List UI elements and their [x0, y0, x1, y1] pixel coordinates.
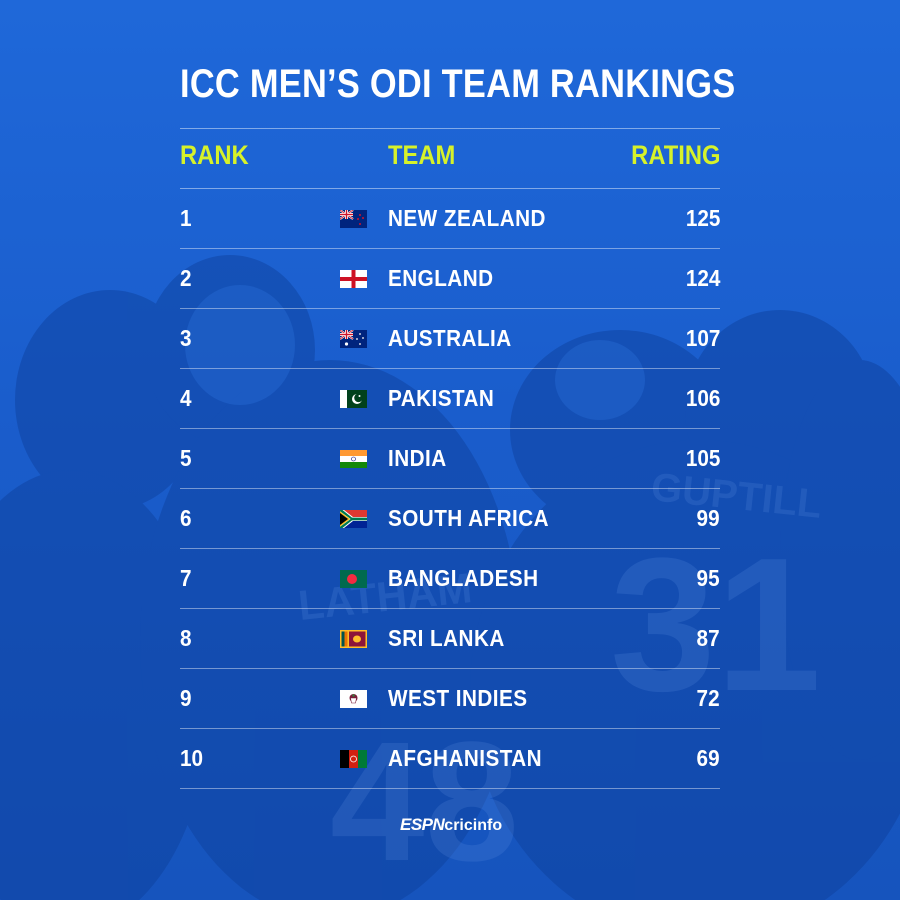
header-divider — [180, 188, 720, 189]
pakistan-flag-icon — [340, 390, 367, 408]
rank-cell: 10 — [180, 745, 204, 771]
team-cell: AUSTRALIA — [388, 325, 512, 351]
rankings-table: 1 NEW ZEALAND 125 2 ENGLAND 124 3 AUSTRA… — [180, 189, 720, 789]
sri-lanka-flag-icon — [340, 630, 367, 648]
rank-cell: 3 — [180, 325, 192, 351]
rating-cell: 72 — [696, 685, 720, 711]
team-cell: BANGLADESH — [388, 565, 539, 591]
table-row: 9 WEST INDIES 72 — [180, 669, 720, 729]
team-cell: WEST INDIES — [388, 685, 528, 711]
team-cell: ENGLAND — [388, 265, 494, 291]
rankings-card: ICC MEN’S ODI TEAM RANKINGS RANK TEAM RA… — [180, 0, 736, 900]
rating-cell: 107 — [685, 325, 720, 351]
west-indies-flag-icon — [340, 690, 367, 708]
svg-text:31: 31 — [610, 519, 821, 731]
table-row: 5 INDIA 105 — [180, 429, 720, 489]
rating-cell: 69 — [696, 745, 720, 771]
svg-text:48: 48 — [330, 707, 519, 897]
rating-cell: 125 — [685, 205, 720, 231]
rating-cell: 105 — [685, 445, 720, 471]
england-flag-icon — [340, 270, 367, 288]
team-cell: INDIA — [388, 445, 447, 471]
table-row: 4 PAKISTAN 106 — [180, 369, 720, 429]
cricinfo-wordmark: cricinfo — [444, 817, 503, 834]
team-cell: AFGHANISTAN — [388, 745, 543, 771]
espn-wordmark: ESPN — [400, 815, 445, 834]
team-cell: SOUTH AFRICA — [388, 505, 550, 531]
rating-header: RATING — [630, 140, 720, 170]
bangladesh-flag-icon — [340, 570, 367, 588]
rating-cell: 87 — [696, 625, 720, 651]
rating-cell: 95 — [696, 565, 720, 591]
rank-cell: 4 — [180, 385, 192, 411]
table-row: 8 SRI LANKA 87 — [180, 609, 720, 669]
rank-cell: 1 — [180, 205, 192, 231]
rank-cell: 2 — [180, 265, 192, 291]
table-row: 7 BANGLADESH 95 — [180, 549, 720, 609]
rating-cell: 124 — [685, 265, 720, 291]
rank-cell: 9 — [180, 685, 192, 711]
table-row: 2 ENGLAND 124 — [180, 249, 720, 309]
table-row: 10 AFGHANISTAN 69 — [180, 729, 720, 789]
rank-cell: 6 — [180, 505, 192, 531]
rank-cell: 7 — [180, 565, 192, 591]
title-divider — [180, 128, 720, 129]
team-header: TEAM — [388, 140, 456, 170]
team-cell: NEW ZEALAND — [388, 205, 546, 231]
page-title: ICC MEN’S ODI TEAM RANKINGS — [180, 62, 736, 106]
south-africa-flag-icon — [340, 510, 367, 528]
table-row: 3 AUSTRALIA 107 — [180, 309, 720, 369]
table-row: 1 NEW ZEALAND 125 — [180, 189, 720, 249]
australia-flag-icon — [340, 330, 367, 348]
team-cell: SRI LANKA — [388, 625, 505, 651]
afghanistan-flag-icon — [340, 750, 367, 768]
table-row: 6 SOUTH AFRICA 99 — [180, 489, 720, 549]
rank-header: RANK — [180, 140, 249, 170]
india-flag-icon — [340, 450, 367, 468]
rank-cell: 5 — [180, 445, 192, 471]
team-cell: PAKISTAN — [388, 385, 495, 411]
espncricinfo-logo: ESPNcricinfo — [400, 815, 503, 839]
rating-cell: 106 — [685, 385, 720, 411]
rank-cell: 8 — [180, 625, 192, 651]
new-zealand-flag-icon — [340, 210, 367, 228]
rating-cell: 99 — [696, 505, 720, 531]
